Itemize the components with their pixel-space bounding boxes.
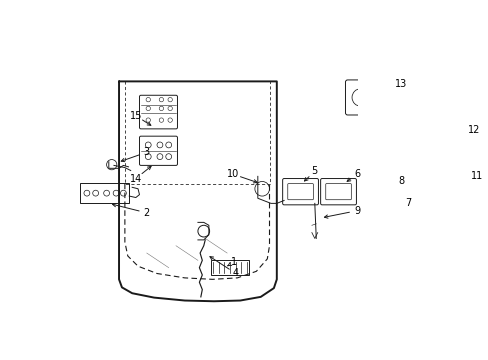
Text: 3: 3	[143, 147, 149, 157]
FancyBboxPatch shape	[398, 121, 447, 189]
Text: 8: 8	[397, 176, 403, 186]
FancyBboxPatch shape	[325, 184, 350, 200]
Text: 12: 12	[467, 125, 479, 135]
Text: 9: 9	[353, 206, 360, 216]
FancyBboxPatch shape	[282, 179, 318, 205]
Text: 10: 10	[226, 169, 239, 179]
Text: 7: 7	[405, 198, 410, 208]
Text: 15: 15	[129, 111, 142, 121]
FancyBboxPatch shape	[287, 184, 313, 200]
Bar	[211, 260, 248, 275]
Text: 5: 5	[311, 166, 317, 176]
Bar	[80, 183, 129, 203]
Text: 14: 14	[129, 174, 142, 184]
Bar	[358, 140, 380, 180]
Text: 4: 4	[232, 269, 239, 279]
Text: 13: 13	[394, 78, 407, 89]
FancyBboxPatch shape	[139, 136, 177, 165]
Text: 1: 1	[231, 257, 237, 267]
Text: 11: 11	[470, 171, 482, 181]
Text: 2: 2	[143, 208, 150, 218]
Text: 6: 6	[353, 169, 360, 179]
FancyBboxPatch shape	[320, 179, 356, 205]
FancyBboxPatch shape	[139, 95, 177, 129]
FancyBboxPatch shape	[345, 80, 391, 115]
